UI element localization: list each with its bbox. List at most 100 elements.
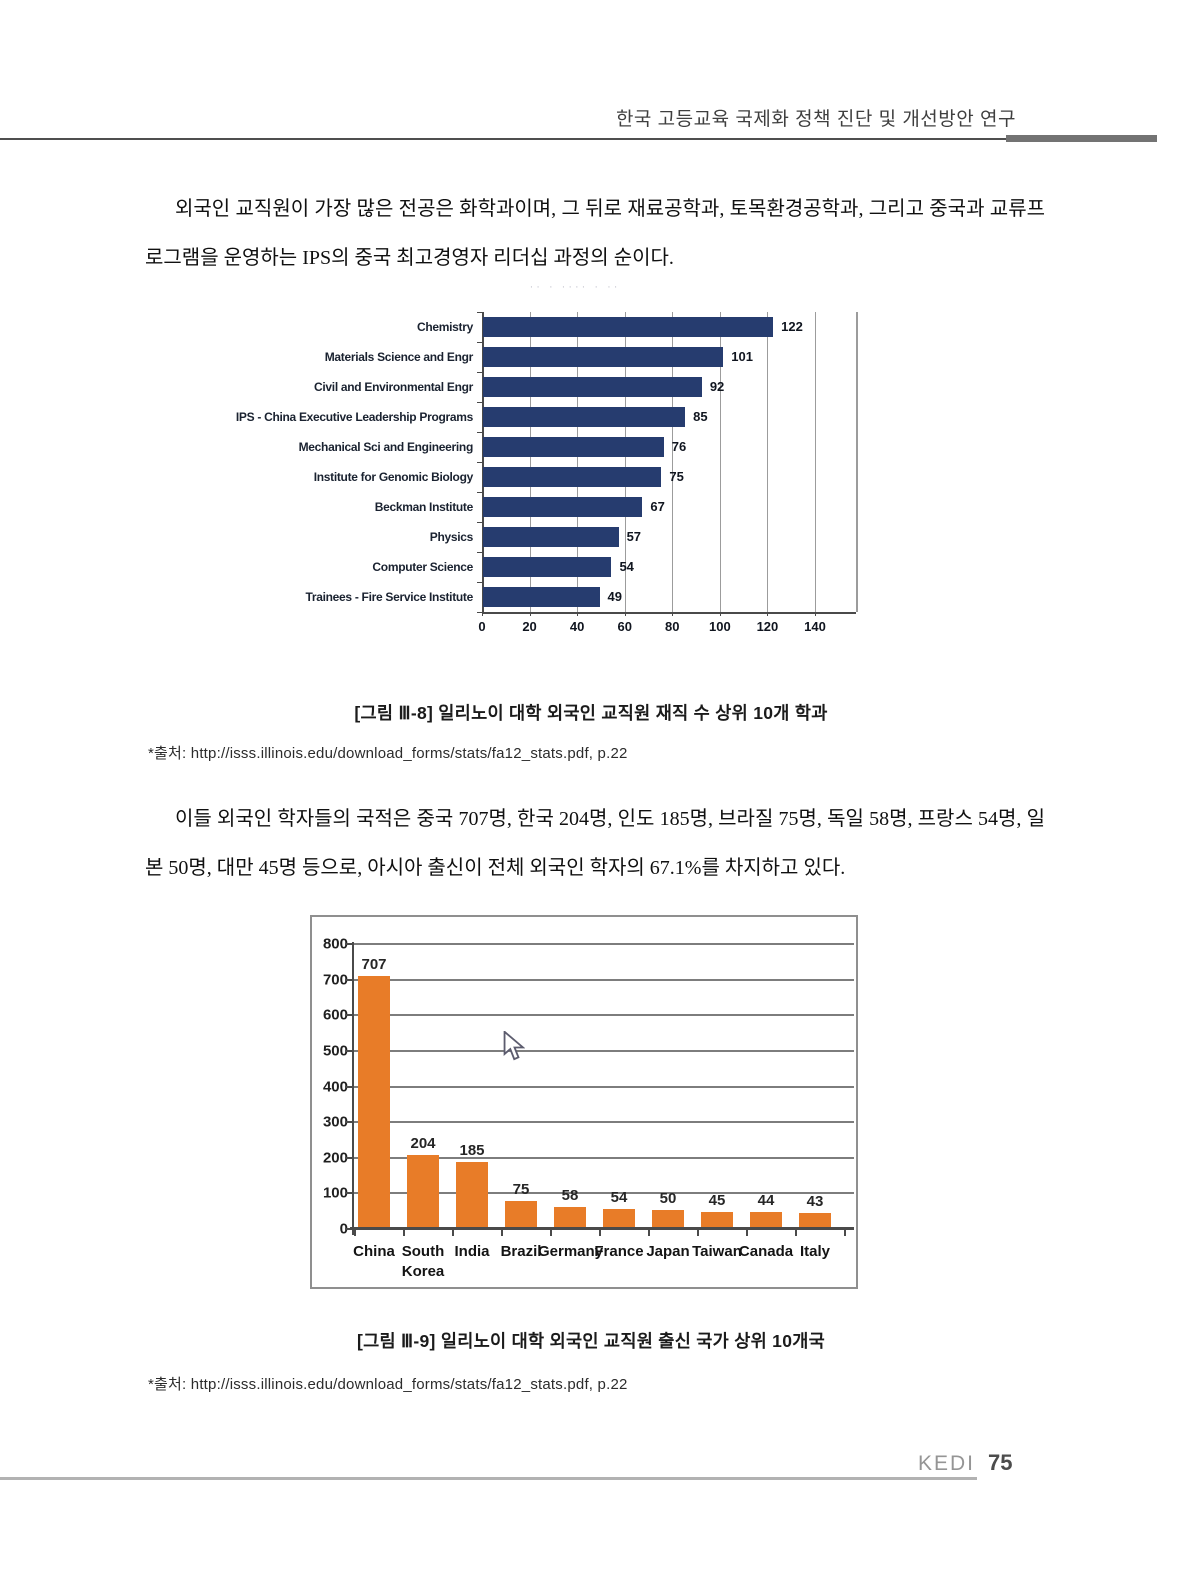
y-tick-label: 300 bbox=[322, 1113, 348, 1131]
plot-area bbox=[477, 311, 858, 613]
category-label: Trainees - Fire Service Institute bbox=[305, 590, 473, 604]
chart-row: Physics 57 bbox=[280, 522, 870, 552]
x-axis-tick bbox=[550, 1229, 552, 1236]
bar bbox=[456, 1162, 488, 1228]
bar bbox=[483, 347, 724, 367]
value-label: 50 bbox=[659, 1190, 677, 1208]
axis-tick-label: 40 bbox=[569, 619, 585, 634]
axis-tick-label: 100 bbox=[708, 619, 731, 634]
y-axis-tick bbox=[477, 551, 482, 553]
page-number: 75 bbox=[988, 1450, 1013, 1475]
y-axis-tick bbox=[477, 611, 482, 613]
axis-tick-label: 120 bbox=[756, 619, 779, 634]
bar bbox=[483, 317, 774, 337]
chart-row: Civil and Environmental Engr 92 bbox=[280, 372, 870, 402]
x-axis-tick bbox=[697, 1229, 699, 1236]
x-axis-tick bbox=[672, 612, 674, 616]
value-label: 92 bbox=[709, 379, 725, 394]
y-axis-tick bbox=[477, 341, 482, 343]
figure2-caption: [그림 Ⅲ-9] 일리노이 대학 외국인 교직원 출신 국가 상위 10개국 bbox=[356, 1331, 826, 1351]
y-tick-label: 0 bbox=[339, 1220, 348, 1238]
category-label: Taiwan bbox=[692, 1243, 742, 1260]
gridline bbox=[354, 1014, 854, 1017]
x-axis-tick bbox=[746, 1229, 748, 1236]
value-label: 54 bbox=[610, 1188, 628, 1206]
x-axis-tick bbox=[354, 1229, 356, 1236]
y-axis-tick bbox=[345, 1192, 354, 1195]
x-axis-tick bbox=[577, 612, 579, 616]
value-label: 67 bbox=[650, 499, 665, 514]
category-label: Materials Science and Engr bbox=[324, 350, 474, 364]
value-label: 54 bbox=[619, 559, 634, 574]
axis-tick-label: 140 bbox=[804, 619, 826, 634]
chart-row: Materials Science and Engr 101 bbox=[280, 342, 870, 372]
figure2-source: *출처: http://isss.illinois.edu/download_f… bbox=[148, 1376, 628, 1393]
category-label: Mechanical Sci and Engineering bbox=[298, 440, 474, 454]
figure1-caption: [그림 Ⅲ-8] 일리노이 대학 외국인 교직원 재직 수 상위 10개 학과 bbox=[354, 703, 828, 723]
chart-row: IPS - China Executive Leadership Program… bbox=[236, 402, 870, 432]
chart-row: Mechanical Sci and Engineering 76 bbox=[280, 432, 870, 462]
running-header-title: 한국 고등교육 국제화 정책 진단 및 개선방안 연구 bbox=[615, 109, 1016, 130]
gridline bbox=[354, 1049, 854, 1052]
value-label: 75 bbox=[512, 1181, 530, 1199]
x-axis-tick bbox=[501, 1229, 503, 1236]
gridline bbox=[529, 312, 531, 612]
y-axis-tick bbox=[345, 1014, 354, 1017]
y-tick-label: 800 bbox=[322, 935, 348, 953]
bar bbox=[483, 497, 643, 517]
y-axis-tick bbox=[345, 1049, 354, 1052]
category-label: Beckman Institute bbox=[374, 500, 474, 514]
value-label: 707 bbox=[361, 956, 387, 974]
bar bbox=[554, 1207, 586, 1228]
gridline bbox=[767, 312, 769, 612]
y-tick-label: 400 bbox=[322, 1078, 348, 1095]
y-axis-tick bbox=[477, 371, 482, 373]
chart-row: Computer Science 54 bbox=[280, 552, 870, 582]
x-axis-tick bbox=[452, 1229, 454, 1236]
category-label: Computer Science bbox=[372, 560, 473, 574]
y-tick-label: 700 bbox=[322, 971, 348, 989]
bar bbox=[505, 1201, 537, 1228]
bar bbox=[799, 1212, 831, 1228]
x-axis: 0 20 40 60 80 100 120 140 bbox=[478, 612, 856, 640]
figure1-bar-chart: Chemistry 122 Materials Science and Engr 10… bbox=[236, 311, 870, 640]
x-axis-tick bbox=[795, 1229, 797, 1236]
y-axis-tick bbox=[477, 461, 482, 463]
category-label: France bbox=[594, 1243, 644, 1260]
x-axis-tick bbox=[624, 612, 626, 616]
category-label: India bbox=[454, 1243, 490, 1260]
y-axis-tick bbox=[477, 491, 482, 493]
figure1-faded-chart-title: ·· · ···· · ·· bbox=[529, 281, 621, 293]
header-rule-accent bbox=[1006, 135, 1157, 142]
x-axis-tick bbox=[403, 1229, 405, 1236]
x-axis-tick bbox=[482, 612, 483, 616]
bar bbox=[483, 377, 702, 397]
category-label: China bbox=[353, 1243, 395, 1260]
bar bbox=[407, 1155, 439, 1228]
y-axis-tick bbox=[477, 311, 482, 313]
category-label: Italy bbox=[799, 1243, 830, 1260]
x-axis-line bbox=[482, 612, 856, 614]
value-label: 75 bbox=[669, 469, 684, 484]
y-tick-label: 200 bbox=[322, 1149, 348, 1167]
footer-rule bbox=[0, 1477, 977, 1480]
category-label: Germany bbox=[538, 1243, 604, 1260]
gridline bbox=[719, 312, 721, 612]
x-axis-tick bbox=[719, 612, 721, 616]
value-label: 58 bbox=[561, 1187, 579, 1205]
gridline bbox=[354, 1156, 854, 1159]
y-axis-line bbox=[482, 312, 484, 612]
y-axis-line bbox=[352, 942, 354, 1235]
bar bbox=[483, 467, 662, 487]
value-label: 43 bbox=[806, 1192, 824, 1210]
x-axis-line bbox=[350, 1227, 854, 1230]
axis-tick-label: 20 bbox=[522, 619, 537, 634]
y-axis-tick bbox=[345, 978, 354, 981]
gridline bbox=[354, 1121, 854, 1124]
chart-row: Institute for Genomic Biology 75 bbox=[280, 462, 870, 492]
paragraph-departments: 외국인 교직원이 가장 많은 전공은 화학과이며, 그 뒤로 재료공학과, 토목… bbox=[145, 198, 1045, 269]
value-label: 45 bbox=[708, 1191, 726, 1209]
plot-area: 0 100 200 300 400 500 600 700 800 707 China 204 Sout… bbox=[323, 937, 854, 1280]
y-axis-tick bbox=[477, 401, 482, 403]
chart-row: Trainees - Fire Service Institute 49 bbox=[280, 582, 870, 612]
